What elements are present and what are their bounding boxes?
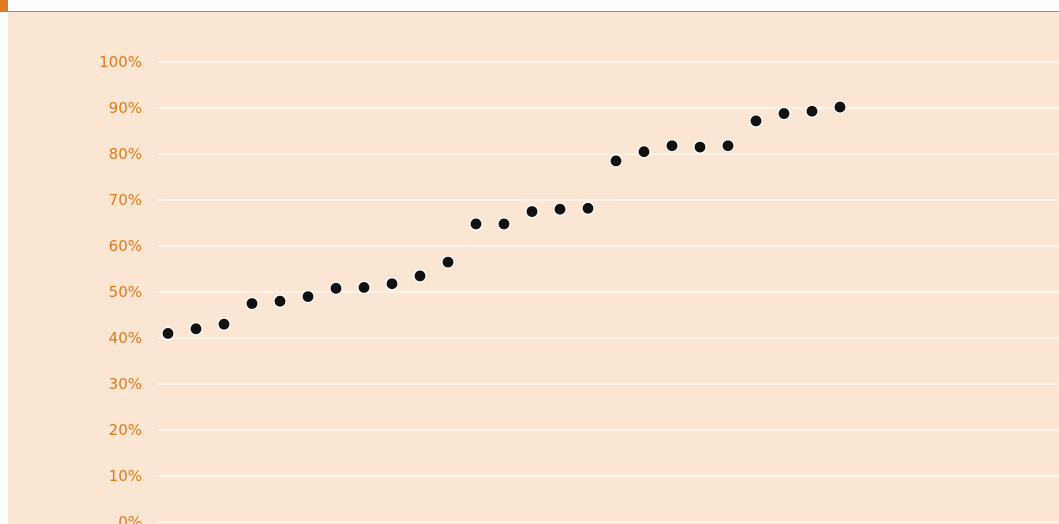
data-point xyxy=(693,140,707,154)
y-tick-label: 50% xyxy=(109,283,142,301)
y-tick-label: 30% xyxy=(109,375,142,393)
data-point xyxy=(217,317,231,331)
y-tick-label: 70% xyxy=(109,191,142,209)
data-point xyxy=(357,280,371,294)
data-point xyxy=(665,139,679,153)
data-points xyxy=(161,100,847,340)
y-tick-label: 20% xyxy=(109,421,142,439)
data-point xyxy=(553,202,567,216)
data-point xyxy=(609,154,623,168)
title-bar xyxy=(0,0,1059,12)
scatter-chart: 100% 90% 80% 70% 60% 50% 40% 30% 20% 10% 0% xyxy=(99,53,1059,524)
data-point xyxy=(161,326,175,340)
data-point xyxy=(441,255,455,269)
data-point xyxy=(721,139,735,153)
data-point xyxy=(777,106,791,121)
data-point xyxy=(245,296,259,311)
y-tick-label: 90% xyxy=(109,99,142,117)
y-tick-label: 100% xyxy=(99,53,142,71)
data-point xyxy=(301,290,315,304)
data-point xyxy=(273,294,287,308)
data-point xyxy=(385,277,399,291)
data-point xyxy=(329,281,343,295)
title-accent-marker xyxy=(0,0,8,11)
y-tick-label: 10% xyxy=(109,467,142,485)
data-point xyxy=(805,104,819,118)
data-point xyxy=(833,100,847,114)
data-point xyxy=(581,201,595,215)
data-point xyxy=(749,114,763,128)
y-tick-label: 80% xyxy=(109,145,142,163)
data-point xyxy=(189,322,203,336)
y-tick-label: 60% xyxy=(109,237,142,255)
y-tick-label: 0% xyxy=(118,513,142,524)
data-point xyxy=(413,269,427,283)
y-axis-tick-labels: 100% 90% 80% 70% 60% 50% 40% 30% 20% 10% 0% xyxy=(99,53,142,524)
data-point xyxy=(637,145,651,159)
chart-panel: 100% 90% 80% 70% 60% 50% 40% 30% 20% 10% 0% xyxy=(8,12,1059,524)
data-point xyxy=(497,217,511,231)
gridlines xyxy=(158,61,1059,523)
data-point xyxy=(469,217,483,231)
y-tick-label: 40% xyxy=(109,329,142,347)
data-point xyxy=(525,204,539,219)
